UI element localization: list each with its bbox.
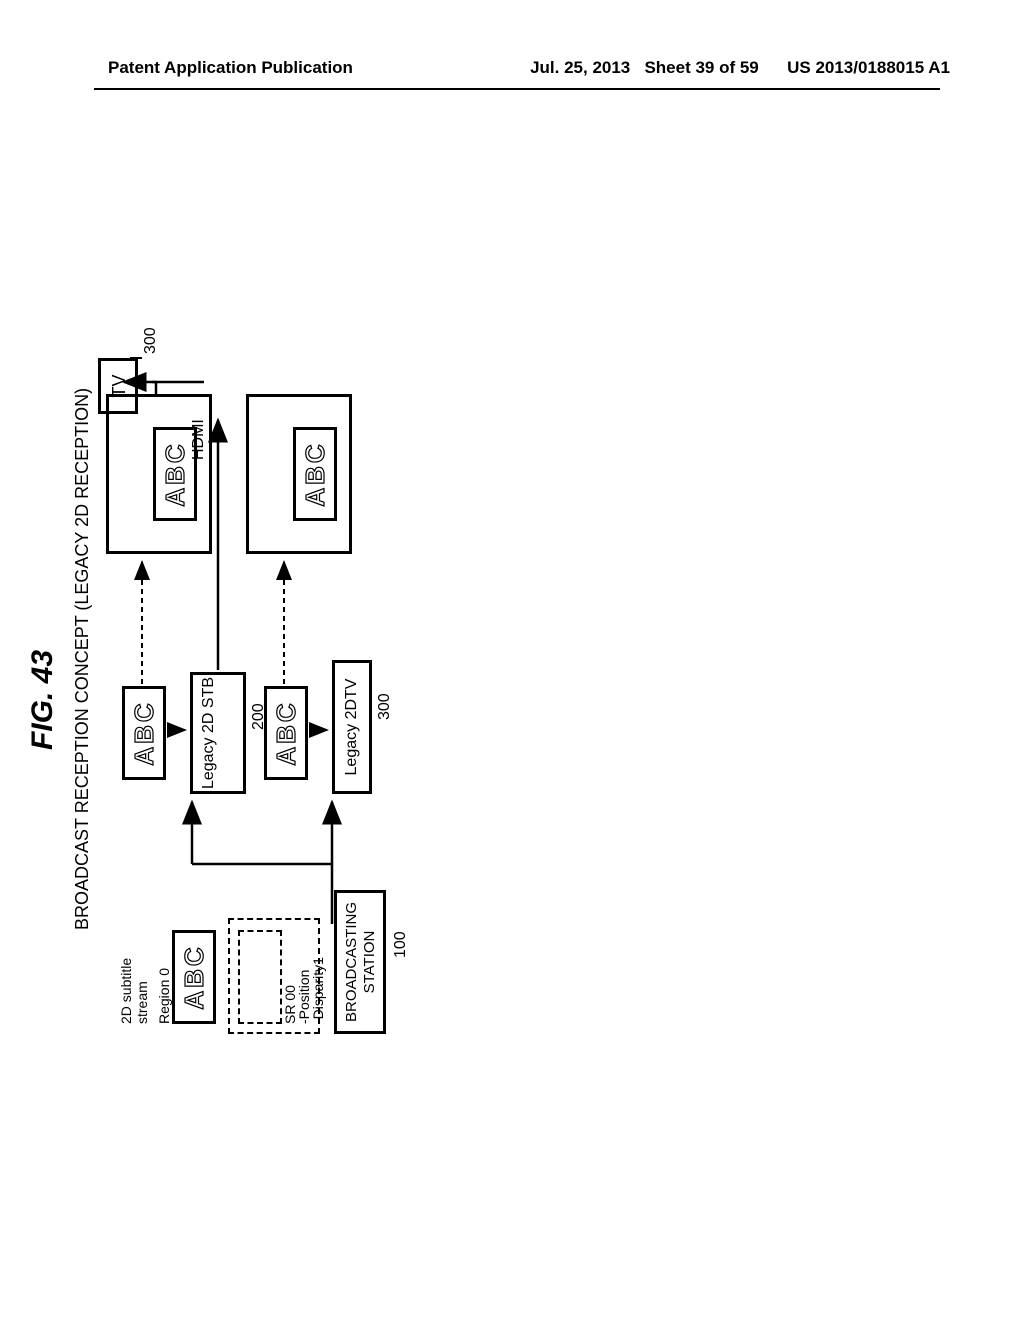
- output-screen-2-inner: ABC: [293, 427, 337, 521]
- sr00-inner-dashed: [238, 930, 282, 1024]
- abc-text-4: ABC: [160, 441, 190, 506]
- arrow-tv2d-abc-down: [309, 720, 334, 740]
- header-rule: [94, 88, 940, 90]
- region0-box: ABC: [172, 930, 216, 1024]
- broadcasting-station-label: BROADCASTING STATION: [343, 902, 378, 1022]
- header-pubno: US 2013/0188015 A1: [787, 58, 950, 77]
- ref-100: 100: [392, 931, 410, 958]
- stream-label: 2D subtitle stream: [118, 958, 150, 1024]
- abc-text-3: ABC: [271, 700, 301, 765]
- header-date: Jul. 25, 2013: [530, 58, 630, 77]
- legacy-2dtv-label: Legacy 2DTV: [343, 679, 360, 776]
- tv-box: TV: [98, 358, 138, 414]
- header-publication: Patent Application Publication: [108, 58, 353, 78]
- arrow-stb-to-screen1: [132, 554, 152, 684]
- output-screen-1: ABC: [106, 394, 212, 554]
- arrow-tv2d-to-screen2: [274, 554, 294, 684]
- ref-300a: 300: [376, 693, 394, 720]
- abc-text-1: ABC: [179, 944, 209, 1009]
- legacy-2dtv-box: Legacy 2DTV: [332, 660, 372, 794]
- output-screen-1-inner: ABC: [153, 427, 197, 521]
- figure-label: FIG. 43: [26, 650, 60, 750]
- header-right: Jul. 25, 2013 Sheet 39 of 59 US 2013/018…: [530, 58, 950, 78]
- arrow-station-out: [182, 794, 342, 924]
- tv-ref-tick: [130, 346, 146, 362]
- tv-label: TV: [109, 375, 129, 398]
- header-sheet: Sheet 39 of 59: [644, 58, 758, 77]
- legacy-stb-box: Legacy 2D STB: [190, 672, 246, 794]
- output-screen-2: ABC: [246, 394, 352, 554]
- figure-subtitle: BROADCAST RECEPTION CONCEPT (LEGACY 2D R…: [72, 388, 93, 930]
- abc-text-5: ABC: [300, 441, 330, 506]
- abc-text-2: ABC: [129, 700, 159, 765]
- diagram-container: FIG. 43 BROADCAST RECEPTION CONCEPT (LEG…: [50, 380, 890, 980]
- arrow-stb-abc-down: [167, 720, 192, 740]
- disparity-label: -Disparity1: [310, 957, 326, 1024]
- region0-label: Region 0: [156, 968, 172, 1024]
- stb-abc-box: ABC: [122, 686, 166, 780]
- legacy-stb-label: Legacy 2D STB: [200, 677, 217, 789]
- tv2d-abc-box: ABC: [264, 686, 308, 780]
